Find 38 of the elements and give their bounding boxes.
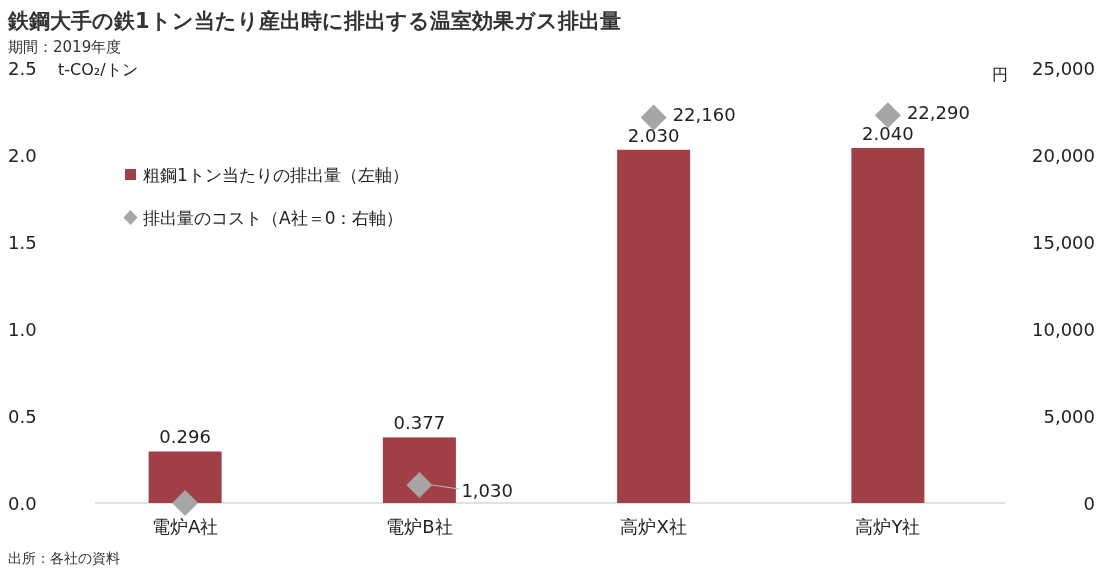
chart-title: 鉄鋼大手の鉄1トン当たり産出時に排出する温室効果ガス排出量 xyxy=(7,9,621,33)
y2-axis-title: 円 xyxy=(992,65,1008,84)
data-label: 1,030 xyxy=(461,480,513,502)
y2-tick-label: 5,000 xyxy=(1043,406,1095,427)
x-tick-label: 電炉B社 xyxy=(386,516,453,537)
y-tick-label: 0.0 xyxy=(8,493,37,514)
chart-subtitle: 期間：2019年度 xyxy=(8,38,122,56)
point xyxy=(406,472,433,499)
x-tick-label: 高炉Y社 xyxy=(855,516,921,537)
y-tick-label: 1.5 xyxy=(8,232,37,253)
data-label: 22,160 xyxy=(672,104,736,126)
y-tick-label: 1.0 xyxy=(8,319,37,340)
bar xyxy=(851,148,925,503)
text: 出所：各社の資料 xyxy=(8,550,120,566)
y2-tick-label: 25,000 xyxy=(1032,58,1095,79)
y-tick-label: 0.5 xyxy=(8,406,37,427)
y2-tick-label: 0 xyxy=(1083,493,1095,514)
bar xyxy=(382,437,456,503)
y2-tick-label: 15,000 xyxy=(1032,232,1095,253)
legend-label: 粗鋼1トン当たりの排出量（左軸） xyxy=(143,165,409,185)
data-label: 2.030 xyxy=(627,124,680,146)
y-tick-label: 2.5 xyxy=(8,58,37,79)
point xyxy=(874,102,901,129)
point xyxy=(172,490,199,516)
x-tick-label: 電炉A社 xyxy=(151,516,219,537)
point xyxy=(640,104,667,131)
y-tick-label: 2.0 xyxy=(8,145,37,166)
data-label: 0.377 xyxy=(393,412,446,434)
data-label: 2.040 xyxy=(862,123,914,145)
y2-tick-label: 10,000 xyxy=(1032,319,1095,340)
y2-tick-label: 20,000 xyxy=(1032,145,1095,166)
legend-label: 排出量のコスト（A社＝0：右軸） xyxy=(143,208,404,228)
y-axis-title: t-CO₂/トン xyxy=(58,60,138,79)
data-label: 0.296 xyxy=(159,426,211,448)
data-label: 22,290 xyxy=(906,102,970,124)
x-tick-label: 高炉X社 xyxy=(620,516,687,537)
bar xyxy=(148,451,222,503)
bar xyxy=(617,149,691,503)
